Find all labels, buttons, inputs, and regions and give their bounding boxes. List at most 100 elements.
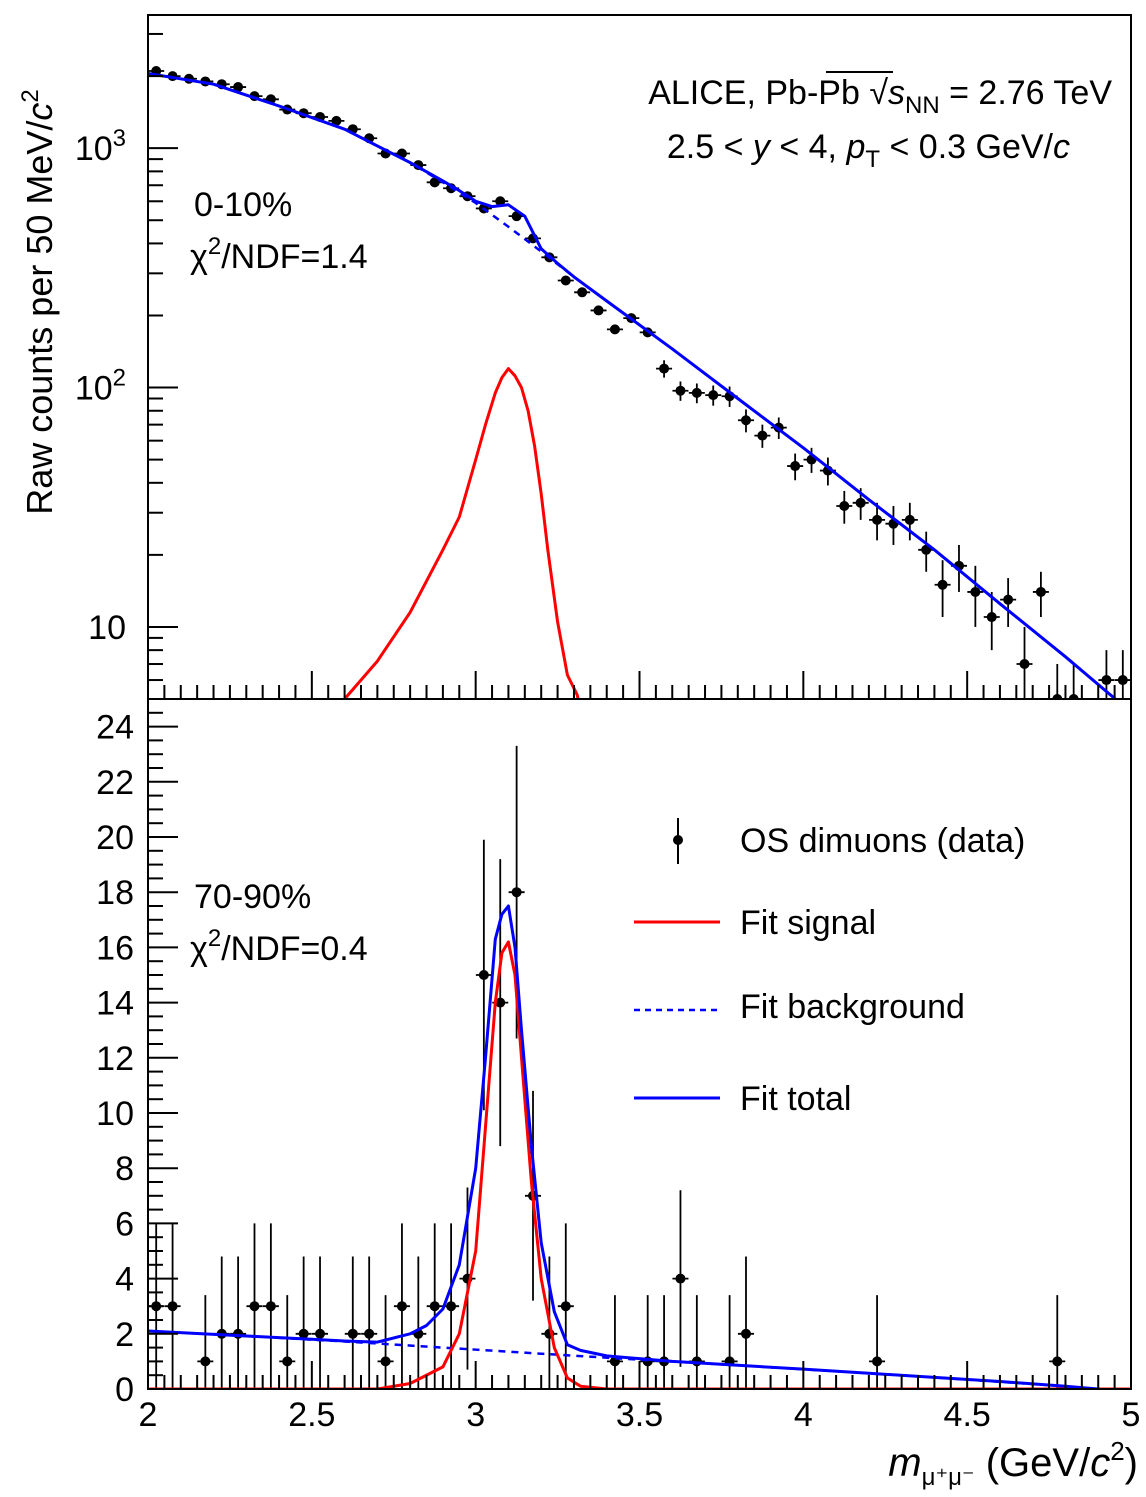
data-point bbox=[1000, 578, 1017, 627]
bottom-y-tick-label: 14 bbox=[96, 985, 134, 1023]
data-point bbox=[885, 506, 902, 545]
svg-text:Fit total: Fit total bbox=[740, 1080, 851, 1118]
data-point bbox=[590, 305, 607, 316]
bottom-y-tick-label: 2 bbox=[115, 1316, 134, 1354]
x-axis-label: mμ⁺μ⁻ (GeV/c2) bbox=[888, 1436, 1138, 1491]
bottom-plot-area bbox=[148, 745, 1131, 1389]
data-point bbox=[1049, 664, 1066, 699]
top-plot-area bbox=[148, 66, 1131, 866]
data-point bbox=[328, 115, 345, 126]
data-point bbox=[295, 1256, 312, 1389]
bottom-y-tick-label: 4 bbox=[115, 1261, 134, 1299]
data-point bbox=[639, 1295, 656, 1389]
data-point bbox=[262, 1223, 279, 1389]
bottom-y-tick-label: 22 bbox=[96, 764, 134, 802]
data-point bbox=[754, 424, 771, 448]
data-point bbox=[1082, 699, 1098, 866]
data-point bbox=[213, 1256, 230, 1389]
top-y-axis: 10 102 103 bbox=[75, 32, 178, 700]
data-point bbox=[606, 1295, 623, 1389]
legend: OS dimuons (data) Fit signal Fit backgro… bbox=[634, 818, 1025, 1118]
x-tick-label: 3 bbox=[466, 1396, 485, 1434]
data-point bbox=[705, 385, 722, 406]
data-point bbox=[787, 453, 804, 481]
bottom-y-tick-label: 6 bbox=[115, 1205, 134, 1243]
bottom-y-tick-label: 10 bbox=[96, 1095, 134, 1133]
data-point bbox=[1114, 650, 1131, 699]
data-point bbox=[230, 1256, 247, 1389]
data-point bbox=[901, 502, 918, 541]
y-axis-label: Raw counts per 50 MeV/c2 bbox=[17, 89, 60, 515]
top-os-dimuons-data-points bbox=[148, 66, 1131, 866]
data-point bbox=[574, 287, 591, 298]
data-point bbox=[1032, 571, 1049, 618]
experiment-label: ALICE, Pb-Pb √sNN = 2.76 TeV bbox=[648, 74, 1112, 119]
data-point bbox=[361, 1256, 378, 1389]
data-point bbox=[721, 1295, 738, 1389]
x-tick-label: 5 bbox=[1122, 1396, 1141, 1434]
data-point bbox=[426, 177, 443, 188]
data-point bbox=[983, 591, 1000, 651]
data-point bbox=[836, 490, 853, 524]
svg-text:Fit signal: Fit signal bbox=[740, 904, 876, 942]
data-point bbox=[557, 275, 574, 286]
bottom-y-tick-label: 0 bbox=[115, 1371, 134, 1409]
data-point bbox=[164, 1223, 181, 1389]
x-tick-label: 2.5 bbox=[288, 1396, 335, 1434]
top-chi2-label: χ2/NDF=1.4 bbox=[190, 233, 368, 276]
data-point bbox=[377, 1295, 394, 1389]
data-point bbox=[688, 1295, 705, 1389]
bottom-y-tick-label: 24 bbox=[96, 709, 134, 747]
data-point bbox=[393, 1223, 410, 1389]
bottom-y-tick-label: 16 bbox=[96, 929, 134, 967]
data-point bbox=[672, 1190, 689, 1367]
data-point bbox=[672, 381, 689, 401]
data-point bbox=[606, 324, 623, 335]
x-axis: 2 2.5 3 3.5 4 4.5 5 bbox=[139, 671, 1141, 1434]
data-point bbox=[1049, 1295, 1066, 1389]
data-point bbox=[656, 360, 673, 378]
data-point bbox=[279, 1295, 296, 1389]
data-point bbox=[344, 1256, 361, 1389]
data-point bbox=[688, 383, 705, 404]
data-point bbox=[737, 1256, 754, 1389]
bottom-y-tick-label: 20 bbox=[96, 819, 134, 857]
bottom-y-tick-label: 8 bbox=[115, 1150, 134, 1188]
data-point bbox=[967, 565, 984, 627]
data-point bbox=[426, 1223, 443, 1389]
bottom-fit-signal-line bbox=[148, 940, 1131, 1389]
data-point bbox=[230, 82, 247, 93]
svg-text:Fit background: Fit background bbox=[740, 988, 965, 1026]
data-point bbox=[656, 1295, 673, 1389]
data-point bbox=[246, 1223, 263, 1389]
bottom-fit-total-line bbox=[148, 904, 1099, 1389]
bottom-chi2-label: χ2/NDF=0.4 bbox=[190, 925, 368, 968]
top-panel: 10 102 103 ALICE, Pb-Pb √sNN = 2.76 TeV 2.… bbox=[75, 14, 1132, 866]
data-point bbox=[737, 409, 754, 433]
data-point bbox=[492, 859, 509, 1147]
legend-entry-signal: Fit signal bbox=[634, 904, 876, 942]
legend-entry-data: OS dimuons (data) bbox=[673, 818, 1025, 864]
data-point bbox=[869, 502, 886, 541]
top-y-tick-label: 10 bbox=[88, 609, 126, 647]
data-point bbox=[410, 1256, 427, 1389]
top-fit-total-line bbox=[148, 72, 1118, 699]
data-point bbox=[557, 1223, 574, 1389]
x-tick-label: 2 bbox=[139, 1396, 158, 1434]
bottom-y-tick-label: 12 bbox=[96, 1040, 134, 1078]
x-tick-label: 4.5 bbox=[944, 1396, 991, 1434]
top-fit-signal-line bbox=[343, 367, 580, 699]
top-centrality-label: 0-10% bbox=[194, 186, 292, 224]
data-point bbox=[312, 1256, 329, 1389]
top-fit-background-line bbox=[148, 72, 1118, 699]
data-point bbox=[492, 196, 509, 207]
top-y-tick-label: 102 bbox=[75, 365, 126, 408]
x-tick-label: 3.5 bbox=[616, 1396, 663, 1434]
top-frame bbox=[147, 14, 1132, 700]
data-point bbox=[1065, 664, 1082, 699]
legend-entry-background: Fit background bbox=[634, 988, 965, 1026]
top-y-tick-label: 103 bbox=[75, 125, 126, 168]
